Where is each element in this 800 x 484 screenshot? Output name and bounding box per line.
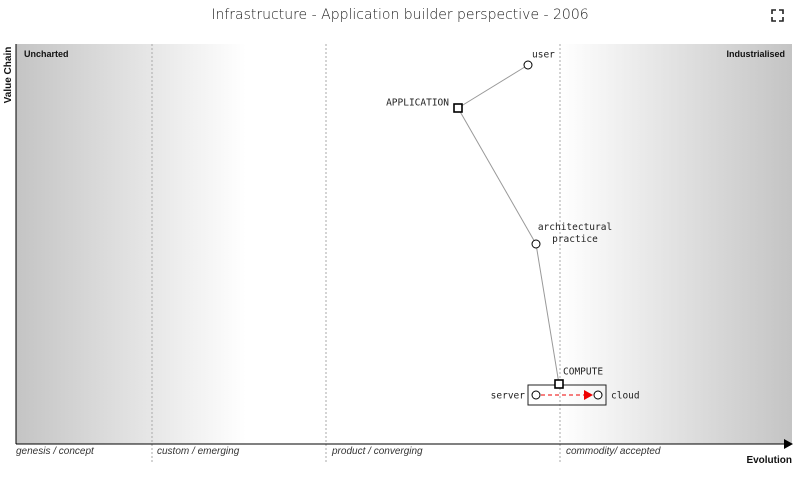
component-label: architectural practice bbox=[537, 222, 613, 245]
stage-dividers bbox=[151, 44, 561, 464]
region-label: Industrialised bbox=[726, 49, 785, 59]
component-node bbox=[554, 379, 564, 389]
component-label: user bbox=[532, 50, 555, 61]
region-label: Uncharted bbox=[24, 49, 69, 59]
fullscreen-icon[interactable] bbox=[771, 9, 784, 22]
evolve-arrow bbox=[584, 390, 593, 400]
stage-label: custom / emerging bbox=[157, 446, 240, 457]
stage-label: commodity/ accepted bbox=[566, 446, 661, 457]
component-node bbox=[453, 103, 463, 113]
component-node bbox=[531, 390, 541, 400]
link bbox=[457, 107, 537, 245]
component-node bbox=[531, 239, 541, 249]
component-node bbox=[593, 390, 603, 400]
link bbox=[535, 243, 560, 385]
y-axis-label: Value Chain bbox=[3, 47, 14, 104]
component-label: APPLICATION bbox=[386, 98, 449, 109]
component-label: COMPUTE bbox=[563, 367, 603, 378]
industrialised-region bbox=[560, 44, 792, 444]
component-label: cloud bbox=[611, 391, 640, 402]
pipeline-box bbox=[527, 384, 607, 406]
x-axis-label: Evolution bbox=[746, 455, 792, 466]
stage-label: genesis / concept bbox=[16, 446, 95, 457]
map-title: Infrastructure - Application builder per… bbox=[211, 7, 588, 23]
component-node bbox=[523, 60, 533, 70]
link bbox=[457, 64, 529, 109]
uncharted-region bbox=[16, 44, 246, 444]
stage-label: product / converging bbox=[331, 446, 423, 457]
x-axis-arrow bbox=[784, 439, 793, 449]
component-label: server bbox=[491, 391, 526, 402]
